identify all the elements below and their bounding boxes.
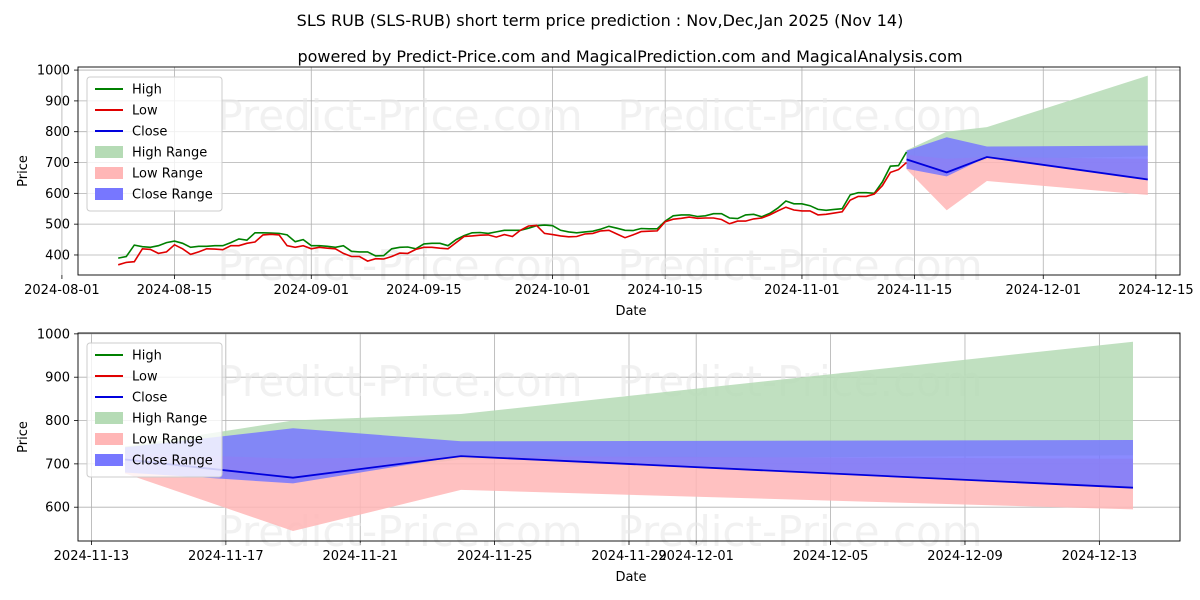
- high-series-line: [118, 151, 908, 259]
- legend-label: Low: [132, 104, 158, 119]
- forecast-zoom-plot: 600 700 800 900 1000 2024-11-13 2024-11-17 2024…: [16, 327, 1181, 585]
- legend-label: Low: [132, 370, 158, 385]
- plot-frame: [77, 332, 1181, 542]
- legend-label: High: [132, 83, 162, 98]
- legend-label: Low Range: [132, 167, 203, 182]
- x-tick-label: 2024-11-15: [877, 283, 953, 298]
- legend-label: High Range: [132, 412, 207, 427]
- x-tick-label: 2024-08-01: [24, 283, 100, 298]
- x-axis-label: Date: [615, 570, 646, 585]
- x-tick-label: 2024-10-15: [627, 283, 703, 298]
- legend-label: Low Range: [132, 433, 203, 448]
- x-tick-label: 2024-12-01: [1005, 283, 1081, 298]
- legend-label: High: [132, 349, 162, 364]
- x-tick-label: 2024-11-17: [188, 549, 264, 564]
- legend-patch-swatch: [95, 167, 123, 179]
- y-tick-label: 1000: [37, 64, 70, 79]
- chart-subtitle: powered by Predict-Price.com and Magical…: [297, 47, 962, 66]
- x-tick-label: 2024-11-25: [457, 549, 533, 564]
- watermark-text: Predict-Price.com: [617, 507, 982, 556]
- price-history-plot: 400 500 600 700 800 900 1000 2024-08-01 2024-08-…: [16, 64, 1194, 319]
- y-tick-label: 600: [45, 501, 70, 516]
- x-tick-label: 2024-12-15: [1118, 283, 1194, 298]
- chart-title: SLS RUB (SLS-RUB) short term price predi…: [297, 11, 904, 30]
- legend: High Low Close High Range Low Range Close Ran…: [86, 76, 223, 212]
- legend-label: Close Range: [132, 454, 213, 469]
- watermark-text: Predict-Price.com: [617, 241, 982, 290]
- close-forecast-line: [906, 156, 1148, 181]
- legend-label: Close: [132, 125, 167, 140]
- legend-patch-swatch: [95, 412, 123, 424]
- watermark-text: Predict-Price.com: [217, 91, 582, 140]
- y-tick-label: 800: [45, 125, 70, 140]
- legend-label: Close: [132, 391, 167, 406]
- x-tick-label: 2024-12-09: [927, 549, 1003, 564]
- x-tick-label: 2024-11-01: [764, 283, 840, 298]
- low-series-line: [117, 161, 908, 266]
- y-axis-label: Price: [16, 155, 31, 187]
- x-tick-label: 2024-12-01: [658, 549, 734, 564]
- y-tick-label: 400: [45, 248, 70, 263]
- x-axis-label: Date: [615, 304, 646, 319]
- legend-patch-swatch: [95, 188, 123, 200]
- y-tick-label: 800: [45, 414, 70, 429]
- y-tick-label: 900: [45, 94, 70, 109]
- x-tick-label: 2024-08-15: [137, 283, 213, 298]
- x-tick-label: 2024-11-21: [322, 549, 398, 564]
- y-tick-label: 1000: [37, 327, 70, 342]
- y-tick-label: 600: [45, 187, 70, 202]
- close-range-band: [125, 428, 1133, 488]
- x-tick-label: 2024-12-13: [1062, 549, 1138, 564]
- legend-patch-swatch: [95, 433, 123, 445]
- y-axis-label: Price: [16, 421, 31, 453]
- x-tick-label: 2024-11-13: [54, 549, 130, 564]
- y-tick-label: 900: [45, 371, 70, 386]
- y-tick-label: 500: [45, 218, 70, 233]
- y-tick-label: 700: [45, 457, 70, 472]
- x-tick-label: 2024-12-05: [793, 549, 869, 564]
- watermark-text: Predict-Price.com: [617, 91, 982, 140]
- plot-frame: [77, 66, 1181, 276]
- y-tick-label: 700: [45, 156, 70, 171]
- x-tick-label: 2024-09-15: [386, 283, 462, 298]
- x-tick-label: 2024-09-01: [273, 283, 349, 298]
- watermark-text: Predict-Price.com: [217, 241, 582, 290]
- legend: High Low Close High Range Low Range Close Ran…: [86, 342, 223, 478]
- legend-patch-swatch: [95, 454, 123, 466]
- x-tick-label: 2024-11-29: [591, 549, 667, 564]
- legend-label: High Range: [132, 146, 207, 161]
- legend-label: Close Range: [132, 188, 213, 203]
- close-range-band: [906, 137, 1148, 180]
- x-tick-label: 2024-10-01: [515, 283, 591, 298]
- legend-patch-swatch: [95, 146, 123, 158]
- watermark-text: Predict-Price.com: [217, 357, 582, 406]
